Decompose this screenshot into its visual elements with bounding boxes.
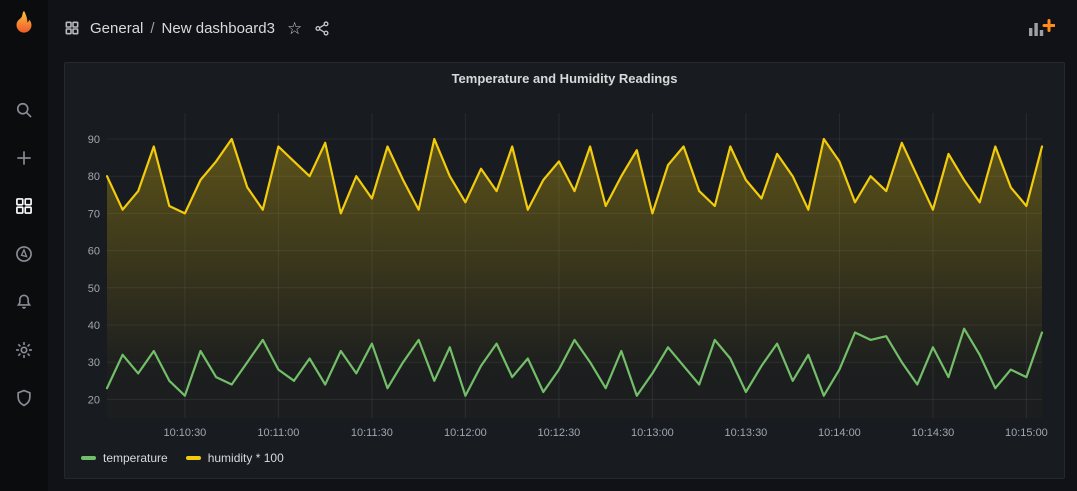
svg-text:10:11:30: 10:11:30 <box>351 427 393 439</box>
sidebar-item-create[interactable] <box>0 134 48 182</box>
svg-text:60: 60 <box>88 246 100 258</box>
add-panel-button[interactable] <box>1027 18 1055 38</box>
gear-icon <box>16 342 32 358</box>
legend-label: humidity * 100 <box>207 451 284 465</box>
svg-text:10:13:00: 10:13:00 <box>631 427 674 439</box>
humidity-series-line[interactable] <box>105 137 1044 215</box>
panel-title[interactable]: Temperature and Humidity Readings <box>451 70 678 86</box>
legend-label: temperature <box>103 451 168 465</box>
compass-icon <box>16 246 32 262</box>
sidebar <box>0 0 48 491</box>
svg-text:10:11:00: 10:11:00 <box>257 427 299 439</box>
share-icon[interactable] <box>314 20 331 37</box>
chart-area: 20 30 40 50 60 70 80 90 10:10:30 10:11:00 10:11:30… <box>65 93 1064 448</box>
temperature-series-line[interactable] <box>105 327 1044 397</box>
legend-item-humidity-100[interactable]: humidity * 100 <box>185 451 284 465</box>
svg-text:90: 90 <box>88 134 100 146</box>
humidity-area-fill <box>107 139 1042 418</box>
svg-text:10:12:30: 10:12:30 <box>537 427 580 439</box>
svg-text:10:15:00: 10:15:00 <box>1005 427 1048 439</box>
svg-text:10:14:00: 10:14:00 <box>818 427 861 439</box>
dashboard-panel: Temperature and Humidity Readings 20 30 40… <box>64 62 1065 479</box>
legend-item-temperature[interactable]: temperature <box>81 451 168 465</box>
breadcrumb-folder[interactable]: General <box>90 19 144 37</box>
svg-text:10:12:00: 10:12:00 <box>444 427 487 439</box>
dashboards-grid-icon <box>16 198 32 214</box>
svg-text:20: 20 <box>88 394 100 406</box>
breadcrumb-dashboard-title[interactable]: New dashboard3 <box>161 19 275 37</box>
add-panel-icon <box>1029 19 1055 36</box>
chart-legend: temperature humidity * 100 <box>65 448 1064 465</box>
star-icon[interactable]: ☆ <box>286 18 303 38</box>
apps-grid-icon <box>64 20 80 36</box>
svg-text:40: 40 <box>88 320 100 332</box>
y-axis-labels: 20 30 40 50 60 70 80 90 <box>88 134 100 406</box>
svg-text:50: 50 <box>88 283 100 295</box>
sidebar-item-explore[interactable] <box>0 230 48 278</box>
timeseries-plot[interactable]: 20 30 40 50 60 70 80 90 10:10:30 10:11:00 10:11:30… <box>71 93 1056 448</box>
svg-text:80: 80 <box>88 171 100 183</box>
breadcrumb-separator: / <box>150 19 155 37</box>
x-axis-labels: 10:10:30 10:11:00 10:11:30 10:12:00 10:12:30… <box>163 427 1047 439</box>
grafana-logo-icon <box>16 10 32 33</box>
bell-icon <box>16 294 32 309</box>
legend-marker <box>185 456 201 460</box>
top-navbar: General / New dashboard3 ☆ <box>48 0 1077 56</box>
svg-text:30: 30 <box>88 357 100 369</box>
sidebar-item-search[interactable] <box>0 86 48 134</box>
legend-marker <box>81 456 96 460</box>
svg-text:10:13:30: 10:13:30 <box>724 427 767 439</box>
grafana-logo[interactable] <box>0 0 48 48</box>
sidebar-item-server-admin[interactable] <box>0 374 48 422</box>
shield-icon <box>17 389 31 407</box>
svg-text:10:10:30: 10:10:30 <box>163 427 206 439</box>
svg-text:70: 70 <box>88 208 100 220</box>
search-icon <box>16 102 32 118</box>
plus-icon <box>17 151 31 165</box>
sidebar-item-configuration[interactable] <box>0 326 48 374</box>
sidebar-item-dashboards[interactable] <box>0 182 48 230</box>
sidebar-item-alerting[interactable] <box>0 278 48 326</box>
svg-text:10:14:30: 10:14:30 <box>911 427 954 439</box>
